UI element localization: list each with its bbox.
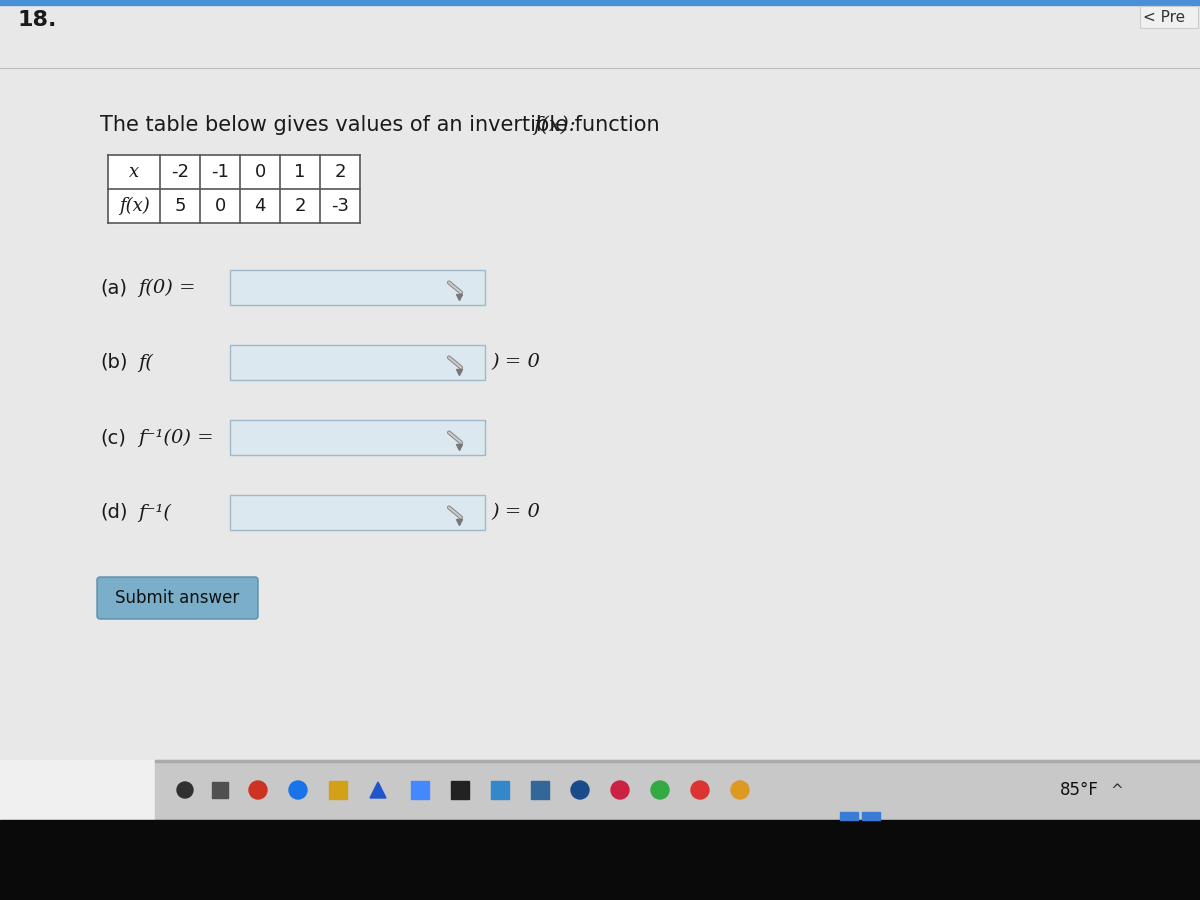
Bar	[0, 760, 155, 820]
Text: f(x):: f(x):	[533, 115, 576, 135]
Bar	[530, 781, 550, 799]
Text: 4: 4	[254, 197, 265, 215]
Text: -1: -1	[211, 163, 229, 181]
FancyBboxPatch shape	[230, 495, 485, 530]
Circle shape	[650, 781, 670, 799]
Text: (d): (d)	[100, 503, 127, 522]
Circle shape	[611, 781, 629, 799]
Text: (a): (a)	[100, 278, 127, 297]
Bar	[155, 760, 1200, 762]
Bar	[0, 0, 1200, 5]
Text: 5: 5	[174, 197, 186, 215]
Text: f(: f(	[138, 354, 152, 372]
Circle shape	[731, 781, 749, 799]
Text: (b): (b)	[100, 353, 127, 372]
Polygon shape	[370, 782, 386, 798]
Text: Submit answer: Submit answer	[115, 589, 240, 607]
Text: f(0) =: f(0) =	[138, 278, 196, 297]
Bar	[0, 745, 155, 820]
Bar	[840, 812, 858, 820]
Text: 18.: 18.	[18, 10, 58, 30]
FancyBboxPatch shape	[230, 345, 485, 380]
Text: (c): (c)	[100, 428, 126, 447]
Bar	[410, 781, 430, 799]
Bar	[155, 760, 1200, 820]
FancyBboxPatch shape	[97, 577, 258, 619]
Circle shape	[289, 781, 307, 799]
Text: f(x): f(x)	[119, 197, 149, 215]
FancyBboxPatch shape	[1140, 6, 1198, 28]
Bar	[491, 781, 509, 799]
Text: x: x	[128, 163, 139, 181]
Text: ) = 0: ) = 0	[491, 354, 540, 372]
Text: f⁻¹(: f⁻¹(	[138, 503, 172, 522]
Text: The table below gives values of an invertible function: The table below gives values of an inver…	[100, 115, 666, 135]
Text: 2: 2	[294, 197, 306, 215]
Text: -2: -2	[172, 163, 190, 181]
Text: < Pre: < Pre	[1142, 10, 1186, 25]
Circle shape	[250, 781, 266, 799]
Text: 2: 2	[335, 163, 346, 181]
Text: -3: -3	[331, 197, 349, 215]
Bar	[862, 812, 880, 820]
Circle shape	[571, 781, 589, 799]
Text: ^: ^	[1110, 782, 1123, 797]
Bar	[212, 782, 228, 798]
Text: 0: 0	[215, 197, 226, 215]
Text: f⁻¹(0) =: f⁻¹(0) =	[138, 428, 214, 446]
FancyBboxPatch shape	[230, 420, 485, 455]
Text: 1: 1	[294, 163, 306, 181]
FancyBboxPatch shape	[230, 270, 485, 305]
Bar	[329, 781, 347, 799]
Text: ) = 0: ) = 0	[491, 503, 540, 521]
Bar	[0, 820, 1200, 900]
Circle shape	[691, 781, 709, 799]
Text: 85°F: 85°F	[1060, 781, 1099, 799]
Bar	[108, 155, 360, 223]
Text: 0: 0	[254, 163, 265, 181]
Bar	[451, 781, 469, 799]
Circle shape	[178, 782, 193, 798]
